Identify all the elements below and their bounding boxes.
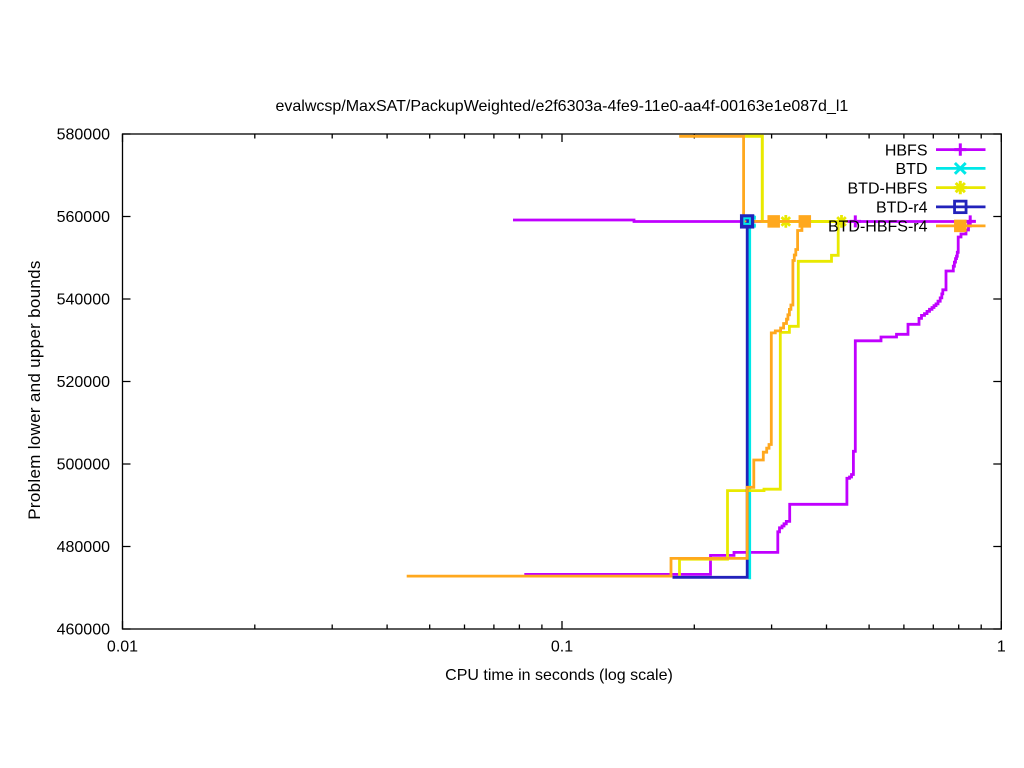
svg-text:BTD-HBFS: BTD-HBFS [848, 180, 928, 197]
svg-text:Problem lower and upper bounds: Problem lower and upper bounds [25, 260, 44, 519]
svg-text:HBFS: HBFS [885, 142, 928, 159]
svg-text:520000: 520000 [57, 374, 110, 391]
svg-text:0.01: 0.01 [107, 639, 138, 656]
svg-text:evalwcsp/MaxSAT/PackupWeighted: evalwcsp/MaxSAT/PackupWeighted/e2f6303a-… [275, 98, 848, 115]
svg-text:BTD-r4: BTD-r4 [876, 200, 928, 217]
svg-text:1: 1 [997, 639, 1006, 656]
svg-text:0.1: 0.1 [551, 639, 573, 656]
svg-text:CPU time in seconds (log scale: CPU time in seconds (log scale) [445, 667, 673, 684]
svg-text:560000: 560000 [57, 209, 110, 226]
svg-text:480000: 480000 [57, 539, 110, 556]
svg-text:540000: 540000 [57, 292, 110, 309]
svg-text:BTD-HBFS-r4: BTD-HBFS-r4 [828, 219, 928, 236]
svg-text:500000: 500000 [57, 457, 110, 474]
svg-text:580000: 580000 [57, 127, 110, 144]
svg-text:460000: 460000 [57, 622, 110, 639]
svg-text:BTD: BTD [896, 161, 928, 178]
